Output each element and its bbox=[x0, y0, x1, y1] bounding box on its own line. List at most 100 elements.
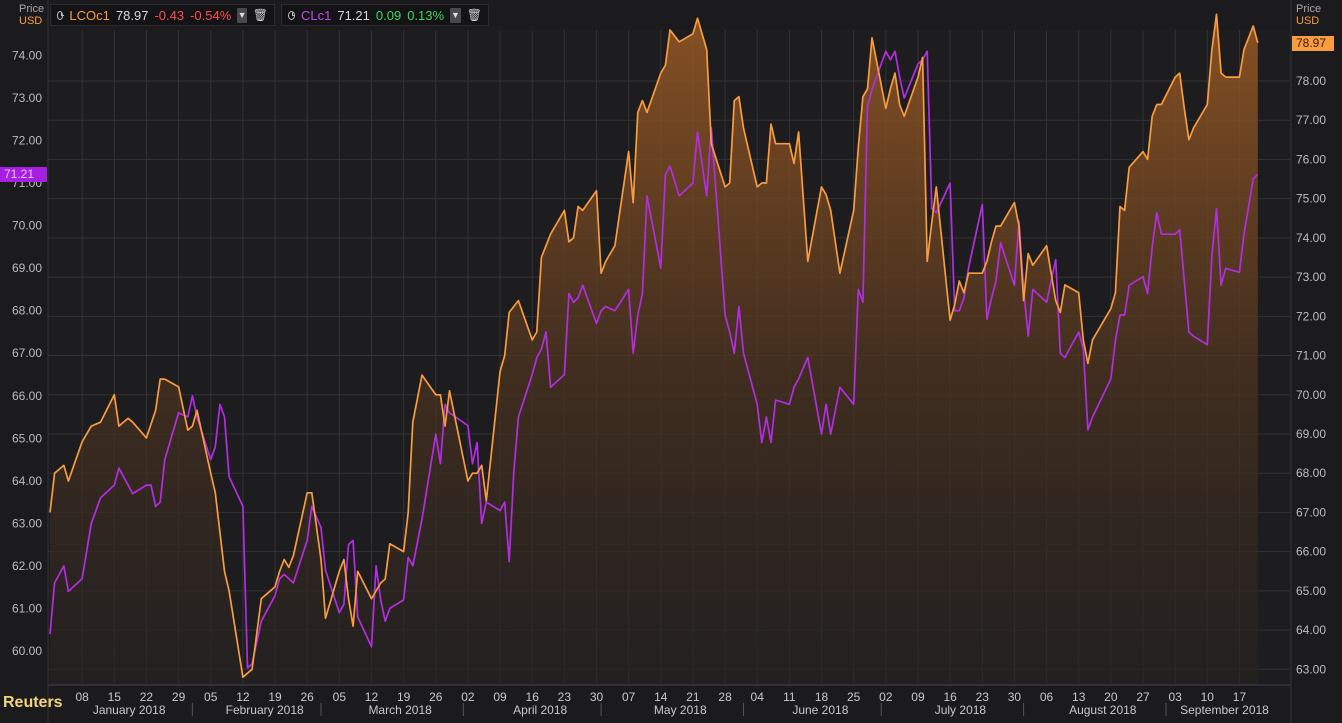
left-axis-title: Price USD bbox=[19, 3, 44, 27]
day-tick-label: 08 bbox=[75, 690, 89, 704]
day-tick-label: 23 bbox=[558, 690, 572, 704]
trash-icon[interactable]: 🗑 bbox=[466, 8, 482, 22]
day-tick-label: 26 bbox=[429, 690, 443, 704]
series-line-clc1[interactable] bbox=[49, 50, 1259, 669]
month-tick-label: September 2018 bbox=[1180, 703, 1269, 717]
day-tick-label: 18 bbox=[815, 690, 829, 704]
left-tick-label: 61.00 bbox=[12, 601, 42, 615]
day-tick-label: 04 bbox=[751, 690, 765, 704]
day-tick-label: 02 bbox=[879, 690, 893, 704]
day-tick-label: 27 bbox=[1136, 690, 1150, 704]
legend-clc1[interactable]: CLc1 71.21 0.09 0.13% ▼ 🗑 bbox=[281, 4, 489, 26]
clock-icon bbox=[57, 10, 65, 20]
left-tick-label: 69.00 bbox=[12, 261, 42, 275]
right-tick-label: 78.00 bbox=[1296, 74, 1326, 88]
last-price-badge-lcoc1: 78.97 bbox=[1292, 35, 1334, 51]
x-axis-month-ticks: January 2018 February 2018 March 2018 April… bbox=[93, 703, 1269, 717]
left-tick-label: 66.00 bbox=[12, 389, 42, 403]
right-tick-label: 77.00 bbox=[1296, 113, 1326, 127]
trash-icon[interactable]: 🗑 bbox=[252, 8, 268, 22]
day-tick-label: 29 bbox=[172, 690, 186, 704]
day-tick-label: 22 bbox=[140, 690, 154, 704]
month-tick-label: April 2018 bbox=[513, 703, 567, 717]
day-tick-label: 21 bbox=[686, 690, 700, 704]
right-tick-label: 68.00 bbox=[1296, 466, 1326, 480]
right-tick-label: 65.00 bbox=[1296, 584, 1326, 598]
day-tick-label: 16 bbox=[526, 690, 540, 704]
day-tick-label: 19 bbox=[268, 690, 282, 704]
day-tick-label: 30 bbox=[1008, 690, 1022, 704]
x-axis-day-ticks: 08 15 22 29 05 12 19 26 05 12 19 26 02 09 16 23 30 07 14 21… bbox=[75, 690, 1246, 704]
legend-lcoc1[interactable]: LCOc1 78.97 -0.43 -0.54% ▼ 🗑 bbox=[50, 4, 275, 26]
left-tick-label: 68.00 bbox=[12, 304, 42, 318]
left-tick-label: 67.00 bbox=[12, 346, 42, 360]
right-tick-label: 67.00 bbox=[1296, 505, 1326, 519]
legend-lcoc1-last: 78.97 bbox=[115, 7, 149, 23]
right-tick-label: 70.00 bbox=[1296, 388, 1326, 402]
chevron-down-icon[interactable]: ▼ bbox=[450, 7, 461, 23]
right-axis-ticks: 63.00 64.00 65.00 66.00 67.00 68.00 69.00 70.00… bbox=[1296, 74, 1326, 676]
day-tick-label: 05 bbox=[333, 690, 347, 704]
right-axis-title: Price USD bbox=[1296, 3, 1321, 27]
month-tick-label: May 2018 bbox=[654, 703, 707, 717]
day-tick-label: 20 bbox=[1104, 690, 1118, 704]
right-tick-label: 75.00 bbox=[1296, 192, 1326, 206]
legend-clc1-change: 0.09 bbox=[375, 7, 402, 23]
last-price-badge-clc1: 71.21 bbox=[0, 167, 47, 183]
month-tick-label: August 2018 bbox=[1069, 703, 1137, 717]
day-tick-label: 30 bbox=[590, 690, 604, 704]
legend-lcoc1-pct: -0.54% bbox=[190, 7, 232, 23]
day-tick-label: 16 bbox=[943, 690, 957, 704]
left-tick-label: 74.00 bbox=[12, 49, 42, 63]
day-tick-label: 17 bbox=[1233, 690, 1247, 704]
series-line-lcoc1[interactable] bbox=[49, 13, 1259, 679]
right-tick-label: 74.00 bbox=[1296, 231, 1326, 245]
left-tick-label: 62.00 bbox=[12, 559, 42, 573]
right-tick-label: 71.00 bbox=[1296, 349, 1326, 363]
chevron-down-icon[interactable]: ▼ bbox=[237, 7, 247, 23]
right-tick-label: 64.00 bbox=[1296, 623, 1326, 637]
right-tick-label: 63.00 bbox=[1296, 662, 1326, 676]
right-tick-label: 69.00 bbox=[1296, 427, 1326, 441]
legend-lcoc1-change: -0.43 bbox=[154, 7, 185, 23]
day-tick-label: 12 bbox=[236, 690, 250, 704]
day-tick-label: 09 bbox=[493, 690, 507, 704]
right-tick-label: 73.00 bbox=[1296, 270, 1326, 284]
left-axis-unit: USD bbox=[19, 15, 43, 27]
legend-lcoc1-symbol[interactable]: LCOc1 bbox=[69, 7, 110, 23]
day-tick-label: 02 bbox=[461, 690, 475, 704]
day-tick-label: 19 bbox=[397, 690, 411, 704]
day-tick-label: 26 bbox=[300, 690, 314, 704]
left-tick-label: 64.00 bbox=[12, 474, 42, 488]
month-tick-label: July 2018 bbox=[935, 703, 987, 717]
right-tick-label: 66.00 bbox=[1296, 545, 1326, 559]
day-tick-label: 03 bbox=[1168, 690, 1182, 704]
right-tick-label: 72.00 bbox=[1296, 309, 1326, 323]
day-tick-label: 15 bbox=[108, 690, 122, 704]
day-tick-label: 09 bbox=[911, 690, 925, 704]
day-tick-label: 12 bbox=[365, 690, 379, 704]
legend-clc1-last: 71.21 bbox=[337, 7, 370, 23]
left-axis-ticks: 60.00 61.00 62.00 63.00 64.00 65.00 66.00 67.00… bbox=[12, 49, 42, 658]
left-tick-label: 65.00 bbox=[12, 431, 42, 445]
right-axis-unit: USD bbox=[1296, 15, 1320, 27]
day-tick-label: 14 bbox=[654, 690, 668, 704]
month-tick-label: June 2018 bbox=[792, 703, 848, 717]
left-axis-label: Price bbox=[19, 3, 45, 15]
left-tick-label: 70.00 bbox=[12, 219, 42, 233]
left-tick-label: 60.00 bbox=[12, 644, 42, 658]
day-tick-label: 23 bbox=[976, 690, 990, 704]
clock-icon bbox=[288, 10, 295, 20]
month-tick-label: February 2018 bbox=[226, 703, 304, 717]
day-tick-label: 13 bbox=[1072, 690, 1086, 704]
left-tick-label: 73.00 bbox=[12, 91, 42, 105]
month-tick-label: January 2018 bbox=[93, 703, 166, 717]
left-tick-label: 72.00 bbox=[12, 134, 42, 148]
legend-clc1-pct: 0.13% bbox=[407, 7, 445, 23]
day-tick-label: 28 bbox=[718, 690, 732, 704]
legend-clc1-symbol[interactable]: CLc1 bbox=[300, 7, 332, 23]
day-tick-label: 06 bbox=[1040, 690, 1054, 704]
lco-area-fill bbox=[50, 14, 1258, 686]
day-tick-label: 25 bbox=[847, 690, 861, 704]
